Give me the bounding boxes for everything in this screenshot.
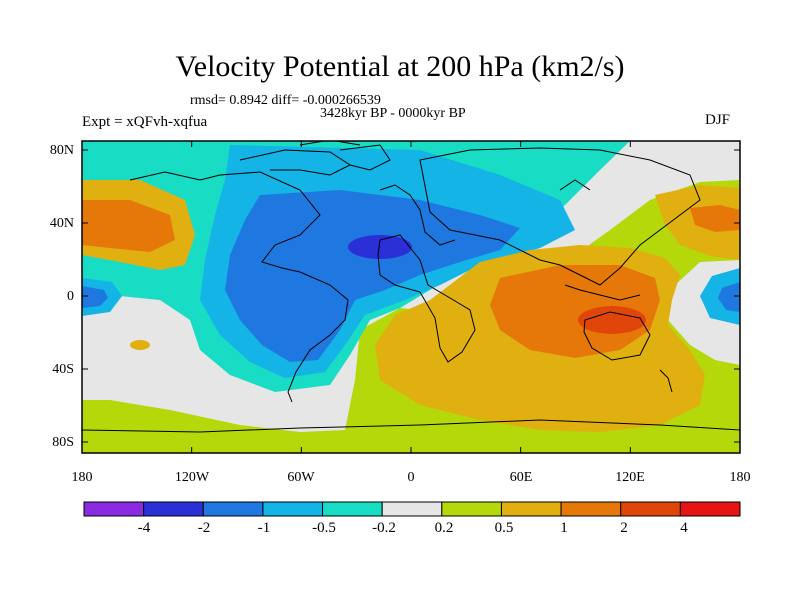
colorbar bbox=[83, 501, 741, 517]
colorbar-swatch bbox=[441, 501, 502, 517]
region-darkorange-nw bbox=[82, 200, 175, 252]
colorbar-swatch bbox=[202, 501, 264, 517]
y-tick-label: 40N bbox=[49, 216, 74, 231]
region-darkorange-main bbox=[490, 265, 660, 358]
colorbar-label: -2 bbox=[197, 520, 211, 536]
x-tick-label: 180 bbox=[729, 470, 751, 485]
y-tick-label: 80S bbox=[52, 435, 74, 450]
x-tick-label: 60W bbox=[287, 470, 315, 485]
colorbar-swatch bbox=[83, 501, 145, 517]
x-tick-label: 120W bbox=[174, 470, 210, 485]
colorbar-swatch bbox=[381, 501, 443, 517]
x-tick-label: 120E bbox=[615, 470, 645, 485]
colorbar-label: 4 bbox=[680, 520, 688, 536]
y-tick-label: 40S bbox=[52, 362, 74, 377]
colorbar-label: 2 bbox=[620, 520, 628, 536]
region-blue-east-core bbox=[718, 282, 740, 312]
region-redorange-core bbox=[578, 306, 646, 334]
colorbar-label: 1 bbox=[560, 520, 568, 536]
experiment-label: Expt = xQFvh-xqfua bbox=[82, 114, 208, 130]
plot-title: Velocity Potential at 200 hPa (km2/s) bbox=[175, 50, 625, 83]
colorbar-label: 0.5 bbox=[494, 520, 514, 536]
region-darkblue-core bbox=[348, 235, 412, 259]
colorbar-label: 0.2 bbox=[434, 520, 454, 536]
season-label: DJF bbox=[705, 112, 731, 128]
stats-line: rmsd= 0.8942 diff= -0.000266539 bbox=[190, 93, 381, 108]
colorbar-swatch bbox=[500, 501, 562, 517]
region-neutral-pacific bbox=[82, 305, 240, 378]
region-blue-west-core bbox=[82, 286, 108, 308]
colorbar-label: -4 bbox=[137, 520, 151, 536]
y-tick-label: 80N bbox=[49, 143, 74, 158]
x-tick-label: 180 bbox=[71, 470, 93, 485]
y-tick-label: 0 bbox=[67, 289, 74, 304]
x-tick-label: 60E bbox=[509, 470, 533, 485]
colorbar-swatch bbox=[262, 501, 324, 517]
colorbar-swatch bbox=[322, 501, 383, 517]
region-orange-south-pacific bbox=[130, 340, 150, 350]
colorbar-swatch bbox=[620, 501, 681, 517]
region-darkorange-ne-pacific bbox=[690, 205, 740, 232]
axis-ticks bbox=[81, 141, 741, 453]
colorbar-swatch bbox=[143, 501, 204, 517]
colorbar-swatch bbox=[679, 501, 741, 517]
region-blue-main bbox=[225, 190, 520, 362]
colorbar-swatch bbox=[560, 501, 622, 517]
period-label: 3428kyr BP - 0000kyr BP bbox=[320, 106, 466, 121]
colorbar-label: -0.5 bbox=[312, 520, 336, 536]
colorbar-label: -0.2 bbox=[372, 520, 396, 536]
x-tick-label: 0 bbox=[407, 470, 415, 485]
map-field bbox=[82, 141, 740, 453]
region-teal-nw bbox=[82, 141, 240, 172]
coastlines bbox=[82, 141, 740, 433]
colorbar-label: -1 bbox=[257, 520, 271, 536]
